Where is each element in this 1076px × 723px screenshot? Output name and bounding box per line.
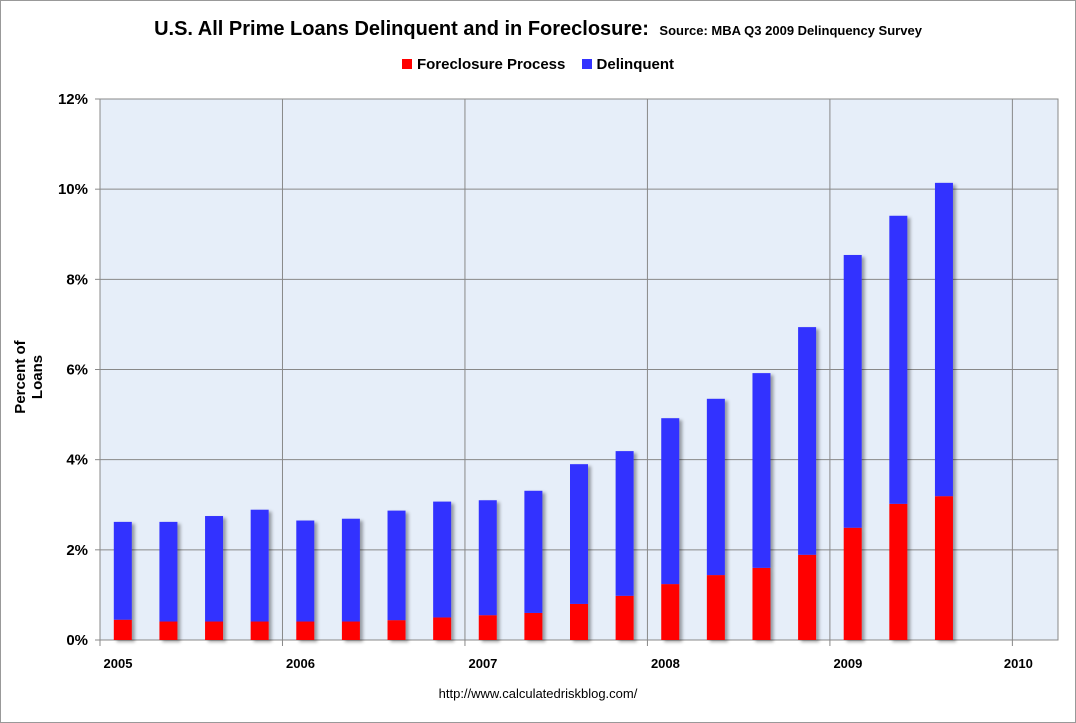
bar-delinquent xyxy=(706,398,725,576)
bar-delinquent xyxy=(478,500,497,616)
bar-foreclosure xyxy=(341,621,360,640)
chart-title: U.S. All Prime Loans Delinquent and in F… xyxy=(154,18,649,40)
bar-delinquent xyxy=(615,451,634,596)
bar-foreclosure xyxy=(250,621,269,640)
bar-stack xyxy=(524,490,543,640)
legend: Foreclosure Process Delinquent xyxy=(0,56,1076,73)
bar-foreclosure xyxy=(661,584,680,640)
bar-delinquent xyxy=(752,373,771,568)
bar-foreclosure xyxy=(843,527,862,640)
bar-stack xyxy=(798,327,817,640)
bar-foreclosure xyxy=(524,612,543,640)
bar-delinquent xyxy=(570,464,588,604)
bar-stack xyxy=(159,521,178,640)
x-tick-label: 2010 xyxy=(1004,656,1033,671)
bar-stack xyxy=(205,516,224,640)
legend-label-foreclosure: Foreclosure Process xyxy=(416,56,566,73)
y-tick-label: 8% xyxy=(66,271,88,288)
x-tick-label: 2009 xyxy=(833,656,862,671)
legend-item-delinquent: Delinquent xyxy=(581,56,675,73)
bar-foreclosure xyxy=(889,503,908,640)
bar-foreclosure xyxy=(478,615,497,640)
y-tick-label: 12% xyxy=(58,91,88,108)
bar-delinquent xyxy=(205,516,224,622)
bar-delinquent xyxy=(524,490,543,613)
bar-delinquent xyxy=(798,327,817,555)
bar-foreclosure xyxy=(752,567,771,640)
bar-delinquent xyxy=(934,182,953,497)
bar-delinquent xyxy=(843,254,862,528)
bar-stack xyxy=(387,510,406,640)
bar-stack xyxy=(478,500,497,640)
bar-stack xyxy=(889,215,908,640)
bar-foreclosure xyxy=(113,619,132,640)
bar-foreclosure xyxy=(798,554,817,640)
bar-delinquent xyxy=(250,509,269,622)
bar-delinquent xyxy=(341,518,360,622)
x-tick-label: 2007 xyxy=(468,656,497,671)
bar-delinquent xyxy=(433,501,452,618)
bar-foreclosure xyxy=(296,621,315,640)
bar-stack xyxy=(615,451,634,640)
bar-foreclosure xyxy=(934,496,953,640)
bar-stack xyxy=(113,521,132,640)
bar-foreclosure xyxy=(159,621,178,640)
y-tick-label: 2% xyxy=(66,542,88,559)
y-tick-label: 4% xyxy=(66,452,88,469)
footer-url: http://www.calculatedriskblog.com/ xyxy=(438,686,638,701)
bar-stack xyxy=(250,509,269,640)
bar-stack xyxy=(433,501,452,640)
chart-subtitle: Source: MBA Q3 2009 Delinquency Survey xyxy=(659,23,922,38)
x-tick-label: 2006 xyxy=(286,656,315,671)
bar-foreclosure xyxy=(706,575,725,640)
bar-delinquent xyxy=(661,418,680,585)
bar-stack xyxy=(296,520,315,640)
bar-foreclosure xyxy=(570,603,588,640)
y-tick-label: 6% xyxy=(66,362,88,379)
bar-stack xyxy=(752,373,771,640)
bar-foreclosure xyxy=(387,620,406,640)
legend-label-delinquent: Delinquent xyxy=(596,56,675,73)
bar-stack xyxy=(843,254,862,640)
x-tick-label: 2008 xyxy=(651,656,680,671)
y-tick-label: 10% xyxy=(58,181,88,198)
bar-delinquent xyxy=(113,521,132,620)
bar-foreclosure xyxy=(205,621,224,640)
legend-swatch-foreclosure xyxy=(401,59,412,69)
bar-delinquent xyxy=(296,520,315,622)
bar-delinquent xyxy=(159,521,178,622)
legend-item-foreclosure: Foreclosure Process xyxy=(401,56,566,73)
bar-stack xyxy=(341,518,360,640)
bar-delinquent xyxy=(889,215,908,504)
x-tick-label: 2005 xyxy=(104,656,133,671)
chart-title-row: U.S. All Prime Loans Delinquent and in F… xyxy=(0,18,1076,41)
legend-swatch-delinquent xyxy=(581,59,592,69)
bar-delinquent xyxy=(387,510,406,621)
bar-stack xyxy=(661,418,680,640)
bar-stack xyxy=(570,464,588,640)
bar-stack xyxy=(706,398,725,640)
bar-foreclosure xyxy=(433,617,452,640)
y-tick-label: 0% xyxy=(66,632,88,649)
bar-foreclosure xyxy=(615,595,634,640)
bar-stack xyxy=(934,182,953,640)
